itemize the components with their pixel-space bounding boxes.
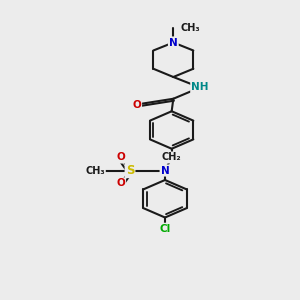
Text: S: S [126, 164, 134, 177]
Text: O: O [116, 178, 125, 188]
Text: CH₃: CH₃ [85, 166, 105, 176]
Text: N: N [169, 38, 178, 47]
Text: N: N [160, 166, 169, 176]
Text: CH₂: CH₂ [162, 152, 182, 163]
Text: O: O [132, 100, 141, 110]
Text: O: O [116, 152, 125, 163]
Text: Cl: Cl [159, 224, 171, 234]
Text: CH₃: CH₃ [181, 23, 200, 33]
Text: NH: NH [191, 82, 209, 92]
